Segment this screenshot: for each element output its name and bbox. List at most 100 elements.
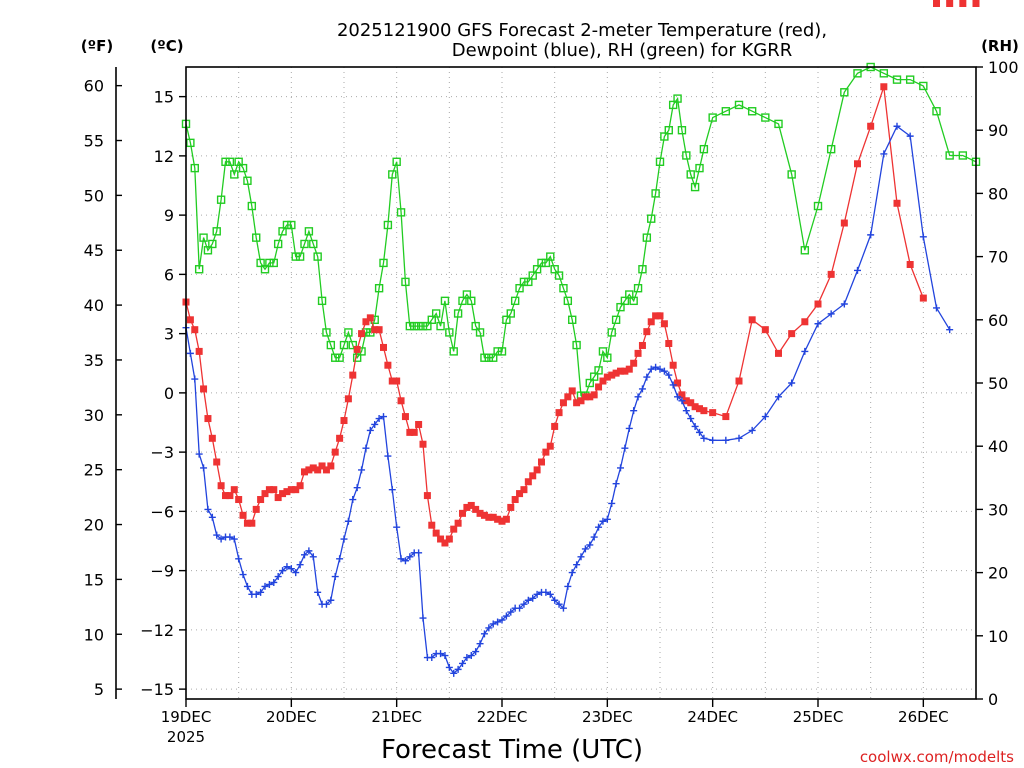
dewpoint-series-marker	[441, 652, 449, 660]
temperature-series-marker	[314, 466, 322, 474]
celsius-tick-label: −12	[140, 621, 174, 640]
rh-series-marker	[734, 100, 744, 110]
dewpoint-series-marker	[336, 555, 344, 563]
dewpoint-series-marker	[393, 523, 401, 531]
rh-series-marker	[800, 246, 810, 255]
dewpoint-series-marker	[265, 580, 273, 588]
rh-series-marker	[440, 296, 450, 306]
temperature-series-marker	[318, 462, 326, 470]
temperature-series-marker	[463, 503, 471, 511]
temperature-series-marker	[634, 349, 642, 357]
temperature-series-marker	[200, 385, 208, 393]
dewpoint-series-marker	[687, 415, 695, 423]
temperature-series-marker	[301, 468, 308, 476]
rh-series-marker	[502, 315, 511, 324]
dewpoint-series-marker	[454, 665, 462, 673]
temperature-series-marker	[630, 359, 638, 367]
rh-series-marker	[598, 347, 608, 356]
rh-series-marker	[664, 125, 673, 135]
rh-series-marker	[423, 321, 432, 331]
dewpoint-series-marker	[906, 132, 914, 140]
temperature-series-marker	[358, 330, 366, 338]
temperature-series-marker	[217, 482, 225, 490]
dewpoint-series-marker	[450, 669, 458, 677]
dewpoint-series-marker	[235, 555, 243, 563]
dewpoint-series-marker	[415, 549, 423, 557]
temperature-series-marker	[893, 199, 901, 207]
x-tick-label: 20DEC	[266, 708, 317, 726]
temperature-series-marker	[401, 413, 409, 421]
dewpoint-series-marker	[621, 444, 629, 452]
rh-series-marker	[603, 353, 612, 362]
rh-unit-label: (RH)	[981, 37, 1019, 55]
temperature-series-marker	[722, 413, 730, 421]
rh-series-marker	[326, 340, 336, 350]
rh-series-marker	[761, 113, 770, 122]
fahrenheit-tick-label: 55	[84, 132, 104, 151]
rh-series-marker	[265, 258, 274, 268]
temperature-series-marker	[533, 466, 541, 474]
rh-series-marker	[532, 265, 542, 274]
fahrenheit-tick-label: 60	[84, 77, 104, 96]
celsius-tick-label: 12	[154, 147, 174, 166]
celsius-tick-label: −6	[150, 502, 174, 521]
dewpoint-series-marker	[261, 582, 269, 590]
temperature-series-marker	[415, 420, 423, 428]
dewpoint-series-marker	[186, 349, 194, 357]
temperature-series-marker	[235, 496, 243, 504]
temperature-series-marker	[735, 377, 743, 385]
dewpoint-series-marker	[520, 600, 528, 608]
rh-series-marker	[225, 157, 235, 167]
temperature-series-marker	[454, 519, 462, 527]
rh-tick-label: 100	[988, 58, 1019, 77]
rh-series-marker	[414, 321, 423, 331]
dewpoint-series-marker	[507, 608, 515, 616]
dewpoint-series-marker	[459, 659, 466, 667]
temperature-series-marker	[880, 83, 888, 91]
rh-series-marker	[905, 75, 915, 84]
dewpoint-series-marker	[485, 624, 493, 632]
fahrenheit-tick-label: 35	[84, 351, 104, 370]
dewpoint-series-marker	[678, 397, 686, 405]
rh-series-marker	[194, 265, 204, 274]
dewpoint-series-marker	[647, 365, 655, 373]
rh-series-marker	[515, 284, 524, 293]
temperature-series-marker	[581, 393, 589, 401]
rh-series-marker	[708, 113, 717, 122]
fahrenheit-unit-label: (ºF)	[81, 37, 113, 55]
temperature-series-marker	[660, 320, 668, 328]
temperature-series-marker	[489, 513, 497, 521]
dewpoint-series-marker	[301, 551, 308, 559]
dewpoint-series-marker	[524, 596, 532, 604]
dewpoint-series-marker	[840, 300, 848, 308]
rh-series-marker	[554, 271, 564, 280]
temperature-series-marker	[542, 448, 550, 456]
dewpoint-series-marker	[788, 379, 796, 387]
dewpoint-series-marker	[625, 424, 633, 432]
temperature-series-marker	[933, 0, 940, 7]
temperature-series-marker	[265, 486, 273, 494]
temperature-series-marker	[305, 466, 313, 474]
temperature-series-marker	[946, 0, 954, 7]
rh-series-marker	[317, 296, 327, 306]
temperature-series-marker	[208, 434, 216, 442]
rh-series-marker	[208, 239, 217, 249]
rh-series-marker	[436, 321, 445, 331]
rh-series-marker	[335, 353, 344, 362]
dewpoint-series-marker	[643, 373, 651, 381]
temperature-series-marker	[586, 393, 594, 401]
dewpoint-series-marker	[445, 663, 453, 671]
temperature-series-marker	[687, 399, 695, 407]
fahrenheit-tick-label: 45	[84, 241, 104, 260]
dewpoint-series-marker	[814, 320, 822, 328]
dewpoint-series-marker	[595, 523, 603, 531]
dewpoint-series-marker	[608, 499, 616, 507]
dewpoint-series-marker	[946, 326, 954, 334]
dewpoint-series-marker	[617, 464, 624, 472]
rh-series-marker	[480, 353, 489, 362]
temperature-series-marker	[432, 529, 440, 537]
rh-tick-label: 20	[988, 564, 1008, 583]
celsius-tick-label: −15	[140, 680, 174, 699]
